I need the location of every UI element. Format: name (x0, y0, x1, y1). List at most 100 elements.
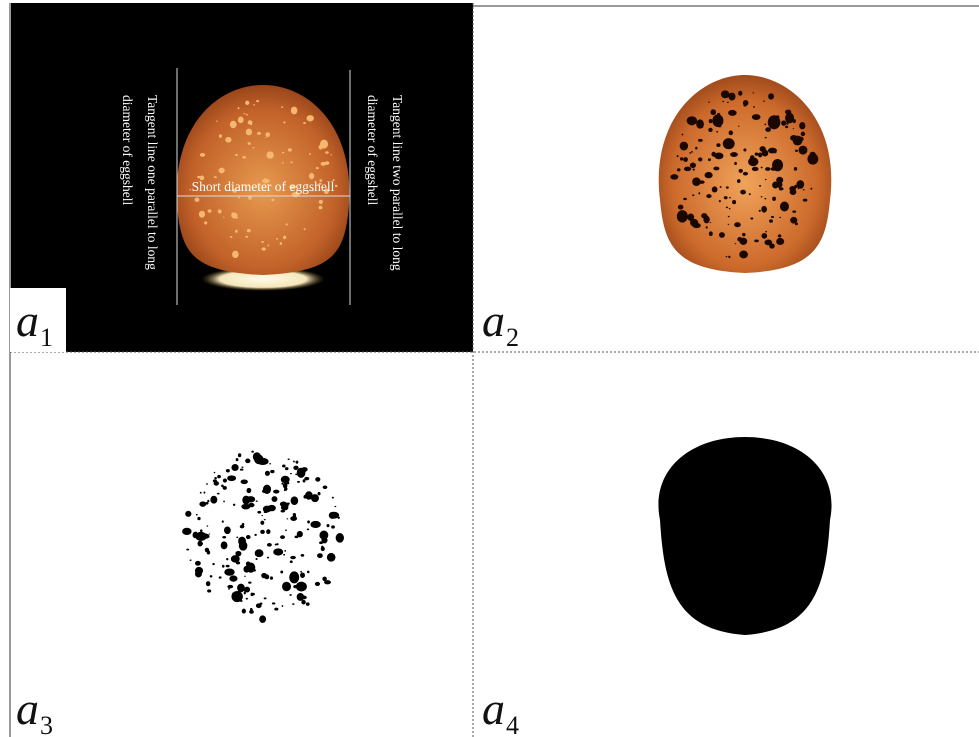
spot (210, 496, 217, 504)
spot (763, 100, 765, 101)
spot (207, 589, 211, 592)
spot (246, 561, 250, 566)
spot (340, 534, 343, 536)
spot (313, 523, 318, 527)
annotation: diameter of eggshell (365, 95, 380, 205)
spot (703, 216, 709, 224)
spot (670, 174, 678, 180)
spot (764, 198, 766, 200)
spot (799, 146, 808, 155)
spot (319, 200, 323, 204)
spot (199, 211, 205, 218)
spot (281, 476, 290, 483)
panel-subscript: 1 (40, 323, 53, 352)
spot (241, 467, 243, 468)
spot (718, 124, 722, 127)
spot (680, 142, 688, 151)
spot (243, 113, 245, 114)
spot (719, 232, 725, 238)
spot (283, 121, 285, 123)
spot (726, 206, 728, 208)
spot (255, 549, 264, 557)
spot (253, 104, 255, 106)
spot (290, 161, 292, 163)
spot (296, 582, 307, 592)
spot (225, 137, 231, 143)
spot (206, 581, 211, 586)
spot (238, 117, 244, 124)
spot (242, 156, 246, 159)
annotation: Tangent line two parallel to long (390, 95, 405, 271)
spot (687, 116, 697, 125)
spot (765, 137, 767, 138)
spot (730, 152, 738, 157)
spot (251, 593, 254, 597)
spot (282, 582, 291, 592)
spot (803, 189, 805, 190)
spot (684, 167, 691, 172)
spot (242, 609, 246, 614)
spot (286, 223, 288, 225)
spot (218, 209, 222, 213)
spot (216, 120, 218, 121)
spot (728, 256, 730, 259)
spot (214, 176, 217, 178)
figure: Short diameter of eggshell Tangent line … (0, 0, 979, 737)
spot (714, 153, 723, 160)
spot (729, 197, 731, 198)
spot (300, 571, 302, 573)
spot (217, 475, 221, 478)
spot (332, 497, 334, 499)
spot (238, 197, 240, 199)
spot (682, 134, 684, 136)
spot (779, 217, 781, 219)
spot (246, 488, 251, 493)
spot (748, 157, 758, 166)
spot (706, 194, 711, 198)
spot (697, 125, 700, 127)
spot (719, 200, 721, 202)
spot (190, 560, 192, 561)
spot (236, 458, 239, 461)
spot (698, 157, 702, 161)
spot (678, 205, 684, 210)
spot (263, 487, 265, 488)
spot (699, 122, 701, 124)
spot (254, 454, 263, 464)
annotation: Tangent line one parallel to long (145, 95, 160, 270)
spot (197, 517, 200, 520)
spot (185, 511, 191, 517)
spot (285, 529, 287, 531)
spot (207, 550, 210, 554)
spot (749, 193, 751, 195)
spot (794, 185, 797, 188)
spot (738, 126, 740, 127)
spot (193, 532, 199, 539)
spot (743, 172, 748, 176)
spot (316, 167, 319, 169)
spot (282, 152, 284, 154)
spot (329, 512, 339, 519)
spot (265, 132, 270, 137)
spot (266, 529, 270, 534)
spot (691, 151, 693, 153)
spot (247, 229, 251, 233)
spot (197, 176, 201, 178)
spot (182, 528, 191, 535)
spot (289, 571, 299, 583)
spot (291, 496, 299, 505)
egg-mask (658, 437, 831, 635)
spot (223, 217, 225, 218)
spot (281, 483, 283, 485)
spot (698, 139, 703, 142)
spot (335, 185, 338, 187)
spot (267, 543, 272, 547)
spot (752, 114, 761, 120)
spot (271, 198, 274, 201)
spot (256, 100, 259, 102)
spot (801, 132, 806, 137)
spot (222, 520, 224, 522)
spot (738, 91, 742, 96)
spot (246, 598, 248, 600)
spot (226, 469, 230, 472)
